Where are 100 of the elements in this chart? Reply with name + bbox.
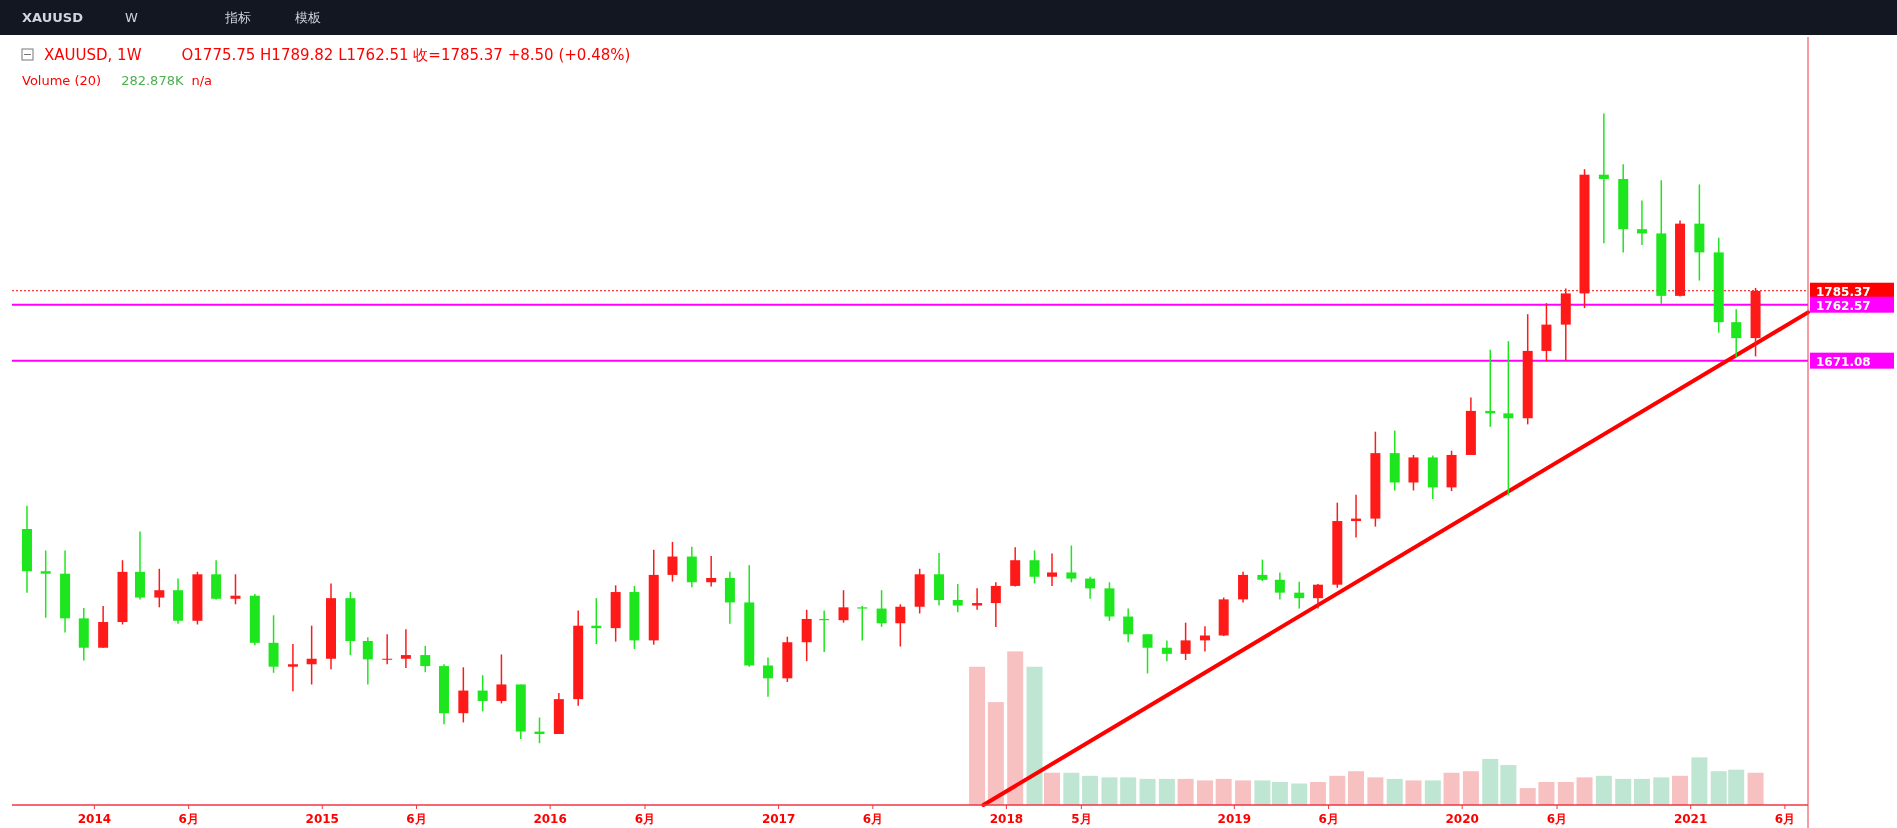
x-tick-label: 2017 bbox=[761, 812, 796, 826]
candlestick bbox=[1636, 199, 1647, 246]
candlestick bbox=[667, 541, 678, 583]
x-tick-label: 2015 bbox=[305, 812, 339, 826]
x-tick-label: 2021 bbox=[1673, 812, 1708, 826]
candlestick bbox=[477, 674, 488, 713]
candlestick bbox=[801, 609, 812, 662]
bar bbox=[1443, 772, 1460, 805]
bar bbox=[1386, 778, 1403, 805]
candlestick bbox=[990, 581, 1001, 628]
bar bbox=[1576, 777, 1593, 805]
candlestick bbox=[1180, 621, 1191, 661]
x-tick-label: 6月 bbox=[634, 812, 656, 826]
candlestick bbox=[952, 583, 963, 613]
bar bbox=[1215, 778, 1232, 805]
candlestick bbox=[154, 568, 165, 609]
ref-line-label: 1762.57 bbox=[1816, 298, 1871, 313]
bar bbox=[1254, 780, 1271, 805]
bar bbox=[1026, 666, 1043, 805]
text: W bbox=[125, 10, 138, 25]
candlestick bbox=[1294, 580, 1305, 610]
candlestick bbox=[230, 573, 241, 606]
text: XAUUSD, 1W bbox=[44, 46, 142, 64]
ref-line-label: 1671.08 bbox=[1816, 354, 1871, 369]
candlestick bbox=[400, 628, 411, 669]
bar bbox=[1653, 777, 1670, 805]
candlestick bbox=[1085, 575, 1096, 600]
bar bbox=[1538, 781, 1555, 805]
candlestick bbox=[876, 589, 887, 628]
bar bbox=[1291, 783, 1308, 805]
candlestick bbox=[362, 636, 373, 686]
bar bbox=[1044, 772, 1061, 805]
candlestick bbox=[838, 589, 849, 624]
candlestick bbox=[857, 605, 868, 642]
candlestick bbox=[40, 549, 51, 619]
bar bbox=[1519, 788, 1536, 805]
candlestick bbox=[420, 645, 431, 673]
candlestick bbox=[1161, 639, 1172, 662]
x-tick-label: 6月 bbox=[1546, 812, 1568, 826]
candlestick bbox=[1047, 552, 1058, 587]
bar bbox=[1348, 771, 1365, 805]
bar bbox=[1633, 778, 1650, 805]
candlestick bbox=[1274, 571, 1285, 601]
bar bbox=[1691, 757, 1708, 805]
candlestick bbox=[1199, 625, 1210, 653]
bar bbox=[1672, 775, 1689, 805]
bar bbox=[1158, 778, 1175, 805]
candlestick bbox=[1503, 340, 1514, 497]
bar bbox=[1595, 775, 1612, 805]
bar bbox=[1615, 778, 1632, 805]
bar bbox=[1177, 778, 1194, 805]
bar bbox=[1235, 780, 1252, 805]
candlestick bbox=[1257, 558, 1268, 582]
candlestick bbox=[1731, 308, 1742, 358]
candlestick bbox=[306, 624, 317, 686]
x-tick-label: 2018 bbox=[989, 812, 1024, 826]
annotation: n/a bbox=[191, 73, 213, 88]
bar bbox=[1462, 771, 1479, 805]
candlestick bbox=[382, 633, 393, 665]
text: 模板 bbox=[295, 10, 321, 25]
x-tick-label: 2014 bbox=[77, 812, 112, 826]
bar bbox=[1101, 777, 1118, 805]
x-tick-label: 5月 bbox=[1071, 812, 1092, 826]
bar bbox=[1482, 758, 1499, 805]
bar bbox=[1710, 771, 1727, 805]
bar bbox=[1405, 780, 1422, 805]
text: XAUUSD bbox=[22, 10, 84, 25]
candlestick bbox=[458, 666, 469, 724]
bar bbox=[987, 702, 1004, 805]
candlestick bbox=[1312, 583, 1323, 610]
bar bbox=[1747, 772, 1764, 805]
bar bbox=[1367, 777, 1384, 805]
candlestick bbox=[1142, 633, 1153, 675]
x-tick-label: 2020 bbox=[1445, 812, 1479, 826]
x-tick-label: 6月 bbox=[862, 812, 884, 826]
bar bbox=[1082, 775, 1099, 805]
text: 指标 bbox=[224, 10, 251, 25]
bar bbox=[969, 666, 986, 805]
x-tick-label: 6月 bbox=[1774, 812, 1796, 826]
bar bbox=[1196, 780, 1213, 805]
bar bbox=[1329, 775, 1346, 805]
x-tick-label: 6月 bbox=[178, 812, 199, 826]
candlestick bbox=[895, 603, 906, 648]
bar bbox=[1728, 769, 1745, 805]
bar bbox=[1063, 772, 1080, 805]
x-tick-label: 6月 bbox=[406, 812, 427, 826]
candlestick bbox=[287, 643, 298, 692]
bar bbox=[1271, 781, 1288, 805]
candlestick bbox=[1066, 544, 1077, 583]
text: O1775.75 H1789.82 L1762.51 收=1785.37 +8.50 (+0.48%) bbox=[181, 46, 631, 64]
bar bbox=[1007, 651, 1024, 805]
candlestick bbox=[496, 653, 507, 705]
candlestick bbox=[1029, 549, 1040, 585]
candlestick bbox=[706, 555, 717, 588]
bar bbox=[1139, 778, 1156, 805]
bar bbox=[1500, 765, 1517, 805]
x-tick-label: 2019 bbox=[1217, 812, 1252, 826]
bar bbox=[1424, 780, 1441, 805]
ref-line-label: 1785.37 bbox=[1816, 284, 1871, 299]
x-tick-label: 2016 bbox=[533, 812, 567, 826]
